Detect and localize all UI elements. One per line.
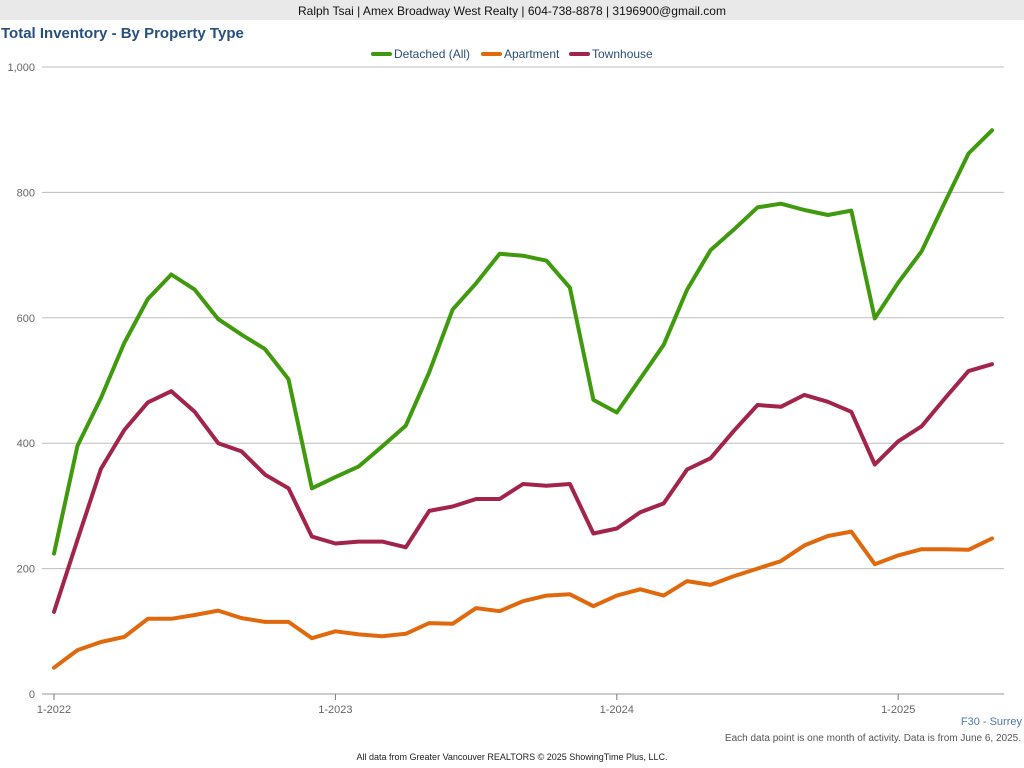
x-tick-label: 1-2025 [881, 704, 915, 716]
region-label: F30 - Surrey [960, 716, 1022, 728]
x-tick-label: 1-2022 [37, 704, 71, 716]
data-note: Each data point is one month of activity… [724, 733, 1021, 744]
y-tick-label: 600 [17, 313, 35, 325]
grid-lines [42, 66, 1004, 570]
x-tick-label: 1-2024 [600, 704, 634, 716]
series-line-detached-all [52, 128, 994, 556]
y-tick-label: 800 [17, 187, 35, 199]
series-lines [52, 128, 994, 670]
y-tick-label: 0 [29, 689, 35, 701]
y-tick-label: 400 [17, 438, 35, 450]
x-tick-label: 1-2023 [318, 704, 352, 716]
y-tick-label: 200 [17, 564, 35, 576]
series-line-apartment [52, 529, 994, 670]
legend-label: Detached (All) [394, 47, 470, 61]
series-line-townhouse [52, 362, 994, 614]
source-footer: All data from Greater Vancouver REALTORS… [356, 752, 668, 762]
y-tick-label: 1,000 [7, 62, 35, 74]
legend: Detached (All) Apartment Townhouse [371, 47, 653, 61]
legend-label: Townhouse [592, 47, 653, 61]
axes: 0 200 400 600 800 1,000 1-2022 1-2023 1-2024 1-20… [7, 62, 1004, 716]
legend-label: Apartment [504, 47, 560, 61]
contact-banner: Ralph Tsai | Amex Broadway West Realty |… [0, 0, 1024, 20]
chart-title: Total Inventory - By Property Type [1, 25, 244, 42]
